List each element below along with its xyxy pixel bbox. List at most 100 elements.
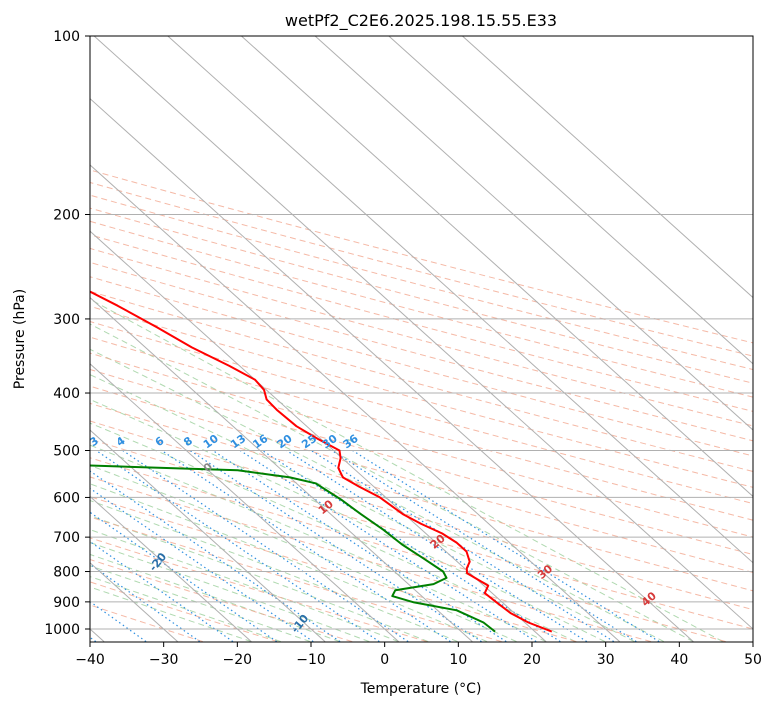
dry-adiabat-line	[90, 169, 753, 344]
dry-adiabat-line	[90, 516, 502, 642]
mixing-ratio-line	[90, 470, 341, 642]
y-tick-label: 100	[53, 29, 80, 45]
dry-adiabat-line	[90, 581, 278, 642]
dry-adiabat-line	[90, 207, 753, 384]
moist-adiabat-line	[90, 499, 458, 642]
x-tick-label: 20	[523, 652, 541, 668]
dry-adiabat-line	[90, 438, 753, 630]
x-tick-label: −40	[75, 652, 105, 668]
mixing-ratio-label: 36	[341, 432, 361, 452]
isotherm-line	[462, 36, 753, 299]
x-tick-label: −10	[296, 652, 326, 668]
x-tick-label: 0	[380, 652, 389, 668]
mixing-ratio-line	[90, 563, 201, 642]
dry-adiabat-line	[90, 537, 428, 642]
dry-adiabat-line	[90, 352, 753, 538]
mixing-ratio-line	[90, 540, 234, 642]
mixing-ratio-label: 1.5	[21, 431, 44, 453]
x-axis-label: Temperature (°C)	[360, 681, 482, 697]
y-tick-label: 400	[53, 386, 80, 402]
moist-adiabat-line	[90, 586, 252, 642]
isotherm-line	[241, 36, 753, 498]
dry-adiabat-line	[90, 276, 753, 457]
moist-adiabat-label: 0	[201, 460, 215, 475]
dry-adiabat-line	[90, 234, 753, 412]
moist-adiabat-label: 10	[316, 497, 336, 517]
dry-adiabat-line	[90, 194, 753, 371]
skewed-isotherms	[90, 36, 753, 642]
mixing-ratio-line	[286, 449, 588, 642]
plot-frame	[89, 35, 754, 643]
dry-adiabat-label: -10	[289, 612, 312, 636]
y-axis-ticks: 100 200 300 400 500 600 700 800 900 1000	[44, 29, 90, 638]
isotherm-line	[90, 296, 473, 642]
y-tick-label: 200	[53, 208, 80, 224]
isotherm-line	[90, 97, 694, 642]
mixing-ratio-line	[239, 449, 537, 642]
isobar-gridlines	[90, 36, 753, 630]
dry-adiabat-line	[90, 457, 726, 642]
mixing-ratio-line	[352, 449, 660, 642]
moist-adiabat-line	[90, 374, 635, 642]
moist-adiabat-line	[90, 541, 370, 642]
isotherm-line	[93, 36, 753, 630]
sounding-series	[90, 290, 553, 633]
y-tick-label: 800	[53, 565, 80, 581]
y-tick-label: 300	[53, 312, 80, 328]
temperature-profile-line	[90, 290, 553, 633]
plot-area: 0.10.20.40.611.52346810131620253036-100-…	[0, 36, 753, 642]
y-tick-label: 500	[53, 443, 80, 459]
y-tick-label: 900	[53, 595, 80, 611]
moist-adiabat-line	[90, 565, 311, 642]
x-tick-label: 10	[449, 652, 467, 668]
moist-adiabats	[90, 298, 724, 642]
dry-adiabats	[90, 169, 753, 642]
isotherm-line	[90, 363, 399, 642]
mixing-ratio-line	[90, 636, 97, 642]
isotherm-line	[90, 230, 547, 642]
moist-adiabat-line	[90, 348, 665, 642]
moist-adiabat-label: 30	[535, 562, 555, 582]
y-axis-label: Pressure (hPa)	[12, 289, 28, 389]
moist-adiabat-line	[90, 298, 724, 642]
moist-adiabat-line	[90, 576, 281, 642]
isotherm-line	[90, 495, 252, 642]
isotherm-line	[167, 36, 753, 564]
mixing-ratio-label: 16	[250, 432, 270, 452]
mixing-ratio-line	[95, 450, 380, 642]
chart-title: wetPf2_C2E6.2025.198.15.55.E33	[285, 11, 557, 31]
isotherm-line	[314, 36, 753, 431]
x-tick-label: −20	[223, 652, 253, 668]
dewpoint-profile-line	[90, 464, 496, 633]
x-tick-label: 40	[670, 652, 688, 668]
mixing-ratio-line	[331, 449, 637, 642]
mixing-ratio-line	[262, 449, 561, 642]
dry-adiabat-line	[90, 385, 753, 573]
dry-adiabat-line	[90, 402, 753, 592]
mixing-ratio-label: 20	[275, 432, 295, 452]
dry-adiabat-line	[90, 220, 753, 398]
isotherm-line	[90, 429, 326, 642]
dry-adiabat-line	[90, 290, 753, 473]
mixing-ratio-label: 3	[87, 434, 101, 449]
isotherm-line	[90, 164, 620, 642]
mixing-ratio-label: 1	[0, 434, 6, 449]
mixing-ratio-line	[122, 450, 409, 642]
y-tick-label: 700	[53, 530, 80, 546]
dry-adiabat-line	[90, 305, 753, 488]
dry-adiabat-label: -30	[4, 489, 27, 513]
moist-adiabat-line	[90, 464, 517, 642]
dry-adiabat-line	[90, 181, 753, 357]
dry-adiabat-line	[90, 247, 753, 427]
moist-adiabat-line	[90, 398, 606, 642]
y-tick-label: 600	[53, 490, 80, 506]
dry-adiabat-line	[90, 420, 753, 611]
x-tick-label: 50	[744, 652, 762, 668]
mixing-ratio-line	[212, 449, 507, 642]
moist-adiabat-line	[90, 553, 340, 642]
moist-adiabat-line	[90, 422, 576, 642]
x-tick-label: −30	[149, 652, 179, 668]
x-tick-label: 30	[597, 652, 615, 668]
dry-adiabat-line	[90, 336, 753, 521]
